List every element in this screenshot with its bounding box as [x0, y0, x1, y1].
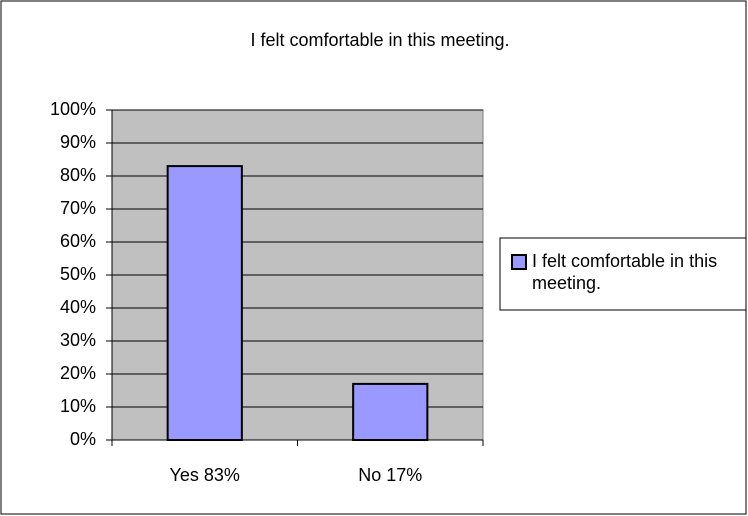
legend-swatch [511, 254, 527, 270]
x-tick-label: Yes 83% [170, 465, 240, 485]
y-tick-label: 80% [60, 165, 96, 185]
bar [352, 382, 429, 441]
y-tick-label: 0% [70, 429, 96, 449]
y-tick-label: 10% [60, 396, 96, 416]
y-tick-label: 20% [60, 363, 96, 383]
legend-text-box: I felt comfortable in this meeting. [532, 251, 718, 293]
y-tick-label: 90% [60, 132, 96, 152]
bar [166, 165, 243, 441]
x-tick-label: No 17% [358, 465, 422, 485]
y-tick-label: 50% [60, 264, 96, 284]
y-tick-label: 60% [60, 231, 96, 251]
chart-title: I felt comfortable in this meeting. [250, 30, 509, 50]
y-tick-label: 70% [60, 198, 96, 218]
y-tick-label: 30% [60, 330, 96, 350]
y-tick-label: 40% [60, 297, 96, 317]
legend-label: I felt comfortable in this meeting. [532, 251, 718, 293]
legend [499, 237, 747, 311]
y-tick-label: 100% [50, 99, 96, 119]
